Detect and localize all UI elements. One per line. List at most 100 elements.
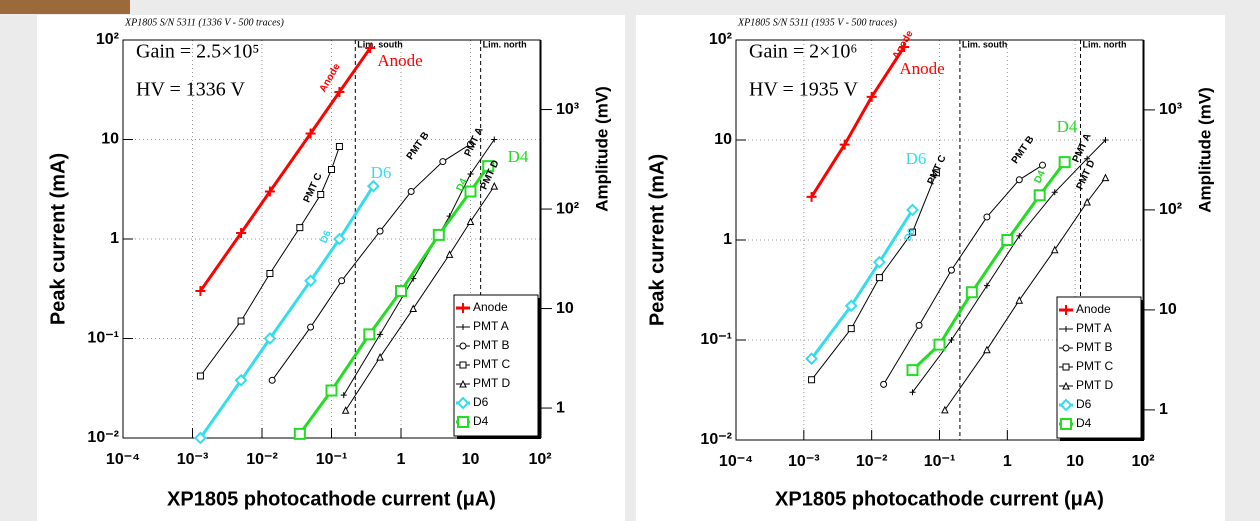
marker [880,380,888,388]
legend-label: D4 [1076,416,1092,430]
legend-marker [460,324,466,330]
marker [341,406,350,414]
marker [948,337,955,343]
marker [333,232,346,246]
legend-label: PMT C [473,357,510,371]
limit-label: Lim. north [483,39,527,49]
marker [467,140,475,148]
marker [839,139,850,150]
y2-tick-label: 10 [556,300,574,317]
marker [983,345,991,354]
y2-tick-label: 10² [556,200,579,217]
x-tick-label: 10 [462,451,480,468]
marker [363,328,376,341]
marker [933,338,946,351]
legend-label: PMT C [1076,359,1113,373]
y-tick-label: 10⁻² [87,429,119,446]
y-tick-label: 10 [101,131,119,148]
marker [305,128,316,139]
series-line [810,46,906,198]
marker [932,169,940,177]
marker [983,213,991,221]
series-line [199,185,375,439]
legend-label: PMT D [473,376,510,390]
marker [467,171,474,178]
y-tick-label: 10⁻¹ [87,330,119,347]
x-tick-label: 10⁻² [856,453,888,470]
plot-frame [122,39,541,439]
plot-text: Gain = 2×10⁶ [749,41,857,63]
y-tick-label: 10² [709,31,732,48]
marker [1058,156,1071,169]
legend-marker [459,361,467,369]
plot-text: Gain = 2.5×10⁵ [136,41,259,63]
x-tick-label: 10⁻¹ [316,451,348,468]
marker [410,275,417,282]
curve-label: D4 [454,177,470,194]
marker [1102,137,1109,143]
plot-frame [735,39,1144,441]
marker [236,227,247,238]
marker [234,373,248,387]
legend-marker [456,396,470,410]
marker [491,136,498,143]
marker [304,274,317,288]
y-tick-label: 1 [723,231,732,248]
marker [806,191,817,202]
marker [196,372,204,380]
marker [909,228,917,236]
x-tick-label: 10⁻⁴ [719,453,753,470]
marker [395,285,407,298]
marker [1051,189,1058,196]
marker [307,323,315,331]
legend-marker [1063,326,1069,332]
series-line [199,47,372,292]
marker [1101,173,1110,182]
y-axis-title: Peak current (mA) [47,153,69,325]
legend-label: D6 [1076,397,1092,411]
x-tick-label: 10⁻³ [177,451,209,468]
marker [805,352,818,366]
marker [1083,197,1091,206]
marker [965,286,978,299]
x-tick-label: 10⁻² [246,451,278,468]
marker [872,255,886,269]
marker [376,352,384,361]
marker [366,179,380,193]
legend-marker [1060,418,1072,430]
marker [334,87,345,98]
x-axis-title: XP1805 photocathode current (μA) [775,488,1104,510]
marker [909,389,916,396]
header: XP1805 S/N 5311 (1935 V - 500 traces) [737,17,897,28]
legend-label: PMT A [473,319,509,333]
header: XP1805 S/N 5311 (1336 V - 500 traces) [124,17,284,28]
legend-marker [458,303,468,313]
marker [899,42,910,53]
x-axis-title: XP1805 photocathode current (μA) [167,488,496,510]
marker [915,321,923,329]
marker [338,277,346,285]
series-line [944,177,1106,411]
marker [875,274,883,282]
y2-axis-title: Amplitude (mV) [592,86,611,212]
marker [268,376,276,384]
series-line [883,164,1043,385]
marker [365,43,376,54]
curve-label: D4 [1032,169,1048,186]
marker [328,165,335,173]
marker [340,392,347,399]
marker [432,228,445,241]
marker [947,266,955,274]
legend-label: D6 [473,395,489,409]
legend-marker [457,416,469,428]
curve-label: D4 [508,147,529,166]
y-tick-label: 10⁻² [700,431,732,448]
x-tick-label: 10² [528,451,551,468]
legend-label: Anode [473,300,508,314]
marker [1016,232,1023,239]
marker [1050,245,1059,254]
legend-label: PMT B [473,338,509,352]
series-line [345,185,495,411]
legend-marker [459,342,467,350]
